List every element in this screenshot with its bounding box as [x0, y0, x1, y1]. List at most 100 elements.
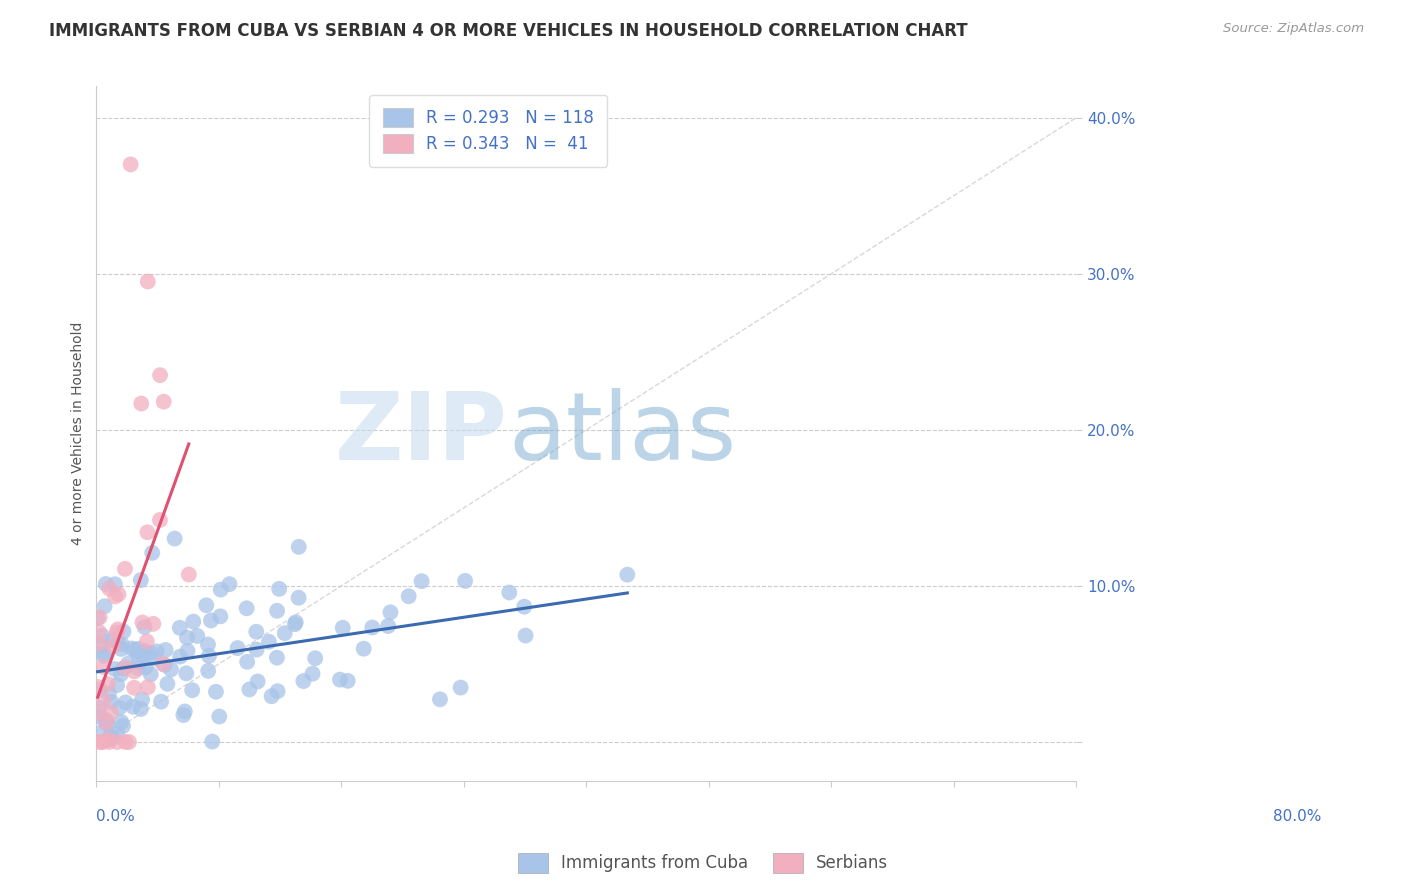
Point	[177, 567, 200, 582]
Point	[105, 678, 128, 692]
Point	[128, 661, 150, 675]
Point	[127, 641, 149, 656]
Point	[104, 577, 127, 591]
Point	[98, 582, 121, 596]
Point	[266, 604, 288, 618]
Point	[110, 667, 132, 681]
Point	[98, 735, 121, 749]
Point	[131, 645, 153, 659]
Point	[160, 662, 183, 676]
Point	[97, 687, 120, 701]
Point	[380, 605, 402, 619]
Legend: R = 0.293   N = 118, R = 0.343   N =  41: R = 0.293 N = 118, R = 0.343 N = 41	[370, 95, 607, 167]
Point	[269, 582, 291, 596]
Point	[149, 513, 172, 527]
Point	[100, 706, 122, 720]
Point	[87, 726, 110, 740]
Text: ZIP: ZIP	[335, 388, 508, 480]
Point	[235, 601, 257, 615]
Point	[94, 577, 117, 591]
Point	[209, 582, 232, 597]
Point	[121, 641, 143, 656]
Point	[97, 677, 120, 691]
Point	[329, 673, 352, 687]
Point	[454, 574, 477, 588]
Text: Source: ZipAtlas.com: Source: ZipAtlas.com	[1223, 22, 1364, 36]
Point	[172, 708, 194, 723]
Point	[110, 715, 132, 730]
Point	[245, 624, 267, 639]
Point	[208, 709, 231, 723]
Point	[498, 585, 520, 599]
Point	[274, 626, 297, 640]
Point	[197, 664, 219, 678]
Point	[93, 648, 115, 663]
Point	[266, 650, 288, 665]
Point	[246, 674, 269, 689]
Text: atlas: atlas	[508, 388, 737, 480]
Point	[89, 682, 111, 697]
Point	[97, 733, 120, 747]
Point	[186, 629, 208, 643]
Point	[284, 615, 307, 630]
Point	[287, 591, 309, 605]
Point	[87, 637, 110, 651]
Point	[105, 726, 128, 740]
Point	[173, 705, 195, 719]
Point	[150, 695, 173, 709]
Point	[91, 639, 114, 653]
Point	[131, 615, 153, 630]
Point	[181, 683, 204, 698]
Point	[332, 621, 354, 635]
Point	[96, 715, 118, 730]
Point	[131, 692, 153, 706]
Point	[226, 641, 249, 656]
Point	[134, 620, 156, 634]
Text: 0.0%: 0.0%	[97, 809, 135, 824]
Point	[141, 546, 163, 560]
Point	[111, 637, 134, 651]
Point	[429, 692, 451, 706]
Point	[515, 629, 537, 643]
Point	[89, 610, 111, 624]
Point	[104, 662, 127, 676]
Point	[118, 735, 141, 749]
Point	[398, 589, 420, 603]
Point	[104, 590, 127, 604]
Point	[139, 667, 162, 681]
Point	[142, 651, 165, 665]
Point	[134, 644, 156, 658]
Point	[87, 735, 110, 749]
Point	[129, 573, 152, 587]
Point	[176, 631, 198, 645]
Point	[155, 643, 177, 657]
Point	[93, 693, 115, 707]
Point	[122, 681, 145, 695]
Point	[145, 644, 167, 658]
Point	[131, 648, 153, 662]
Point	[94, 715, 117, 730]
Point	[125, 645, 148, 659]
Point	[112, 719, 135, 733]
Point	[201, 734, 224, 748]
Point	[110, 641, 132, 656]
Point	[377, 619, 399, 633]
Point	[112, 624, 135, 639]
Point	[117, 657, 139, 671]
Point	[114, 660, 136, 674]
Point	[156, 677, 179, 691]
Point	[205, 685, 228, 699]
Point	[122, 699, 145, 714]
Point	[152, 394, 174, 409]
Point	[257, 634, 280, 648]
Point	[98, 729, 121, 743]
Point	[197, 638, 219, 652]
Point	[107, 623, 129, 637]
Point	[91, 660, 114, 674]
Point	[136, 680, 159, 694]
Point	[209, 609, 232, 624]
Point	[266, 684, 288, 698]
Point	[181, 615, 204, 629]
Point	[292, 674, 315, 689]
Point	[260, 690, 283, 704]
